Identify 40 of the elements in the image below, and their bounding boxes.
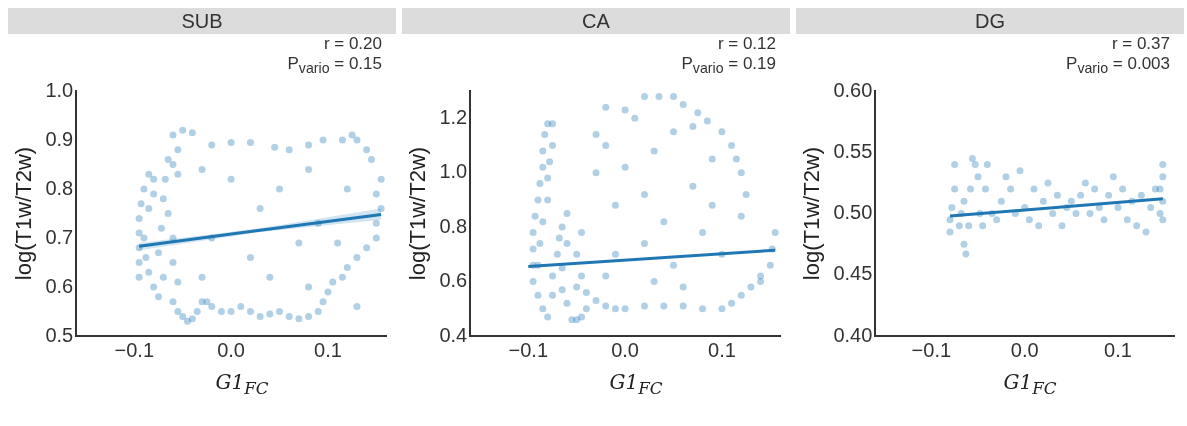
y-axis-title: log(T1w/T2w) (405, 146, 431, 281)
y-tick-label: 1.0 (45, 78, 74, 101)
y-axis-title: log(T1w/T2w) (799, 146, 825, 281)
y-tick-label: 0.45 (833, 262, 873, 285)
y-tick-label: 0.5 (45, 323, 74, 346)
y-tick-label: 0.50 (833, 201, 873, 224)
y-tick-label: 0.8 (439, 214, 468, 237)
y-tick-label: 0.40 (833, 323, 873, 346)
y-tick-label: 0.7 (45, 225, 74, 248)
chart-title: DG (796, 8, 1184, 34)
text: r = 0.20 (322, 34, 382, 54)
y-axis-title: log(T1w/T2w) (11, 146, 37, 281)
y-tick-label: 0.6 (439, 269, 468, 292)
y-tick-label: 0.4 (439, 323, 468, 346)
x-tick-label: −0.1 (508, 338, 549, 361)
y-tick-label: 1.0 (439, 160, 468, 183)
text: r = 0.12 (716, 34, 776, 54)
x-axis-title: G1$_{FC}$ (608, 370, 664, 398)
text: P$_{vario}$ = 0.003 (1065, 54, 1170, 79)
y-tick-label: 0.55 (833, 139, 873, 162)
y-tick-label: 1.2 (439, 105, 468, 128)
x-tick-label: 0.1 (314, 338, 342, 361)
y-tick-label: 0.9 (45, 127, 74, 150)
chart-title: CA (402, 8, 790, 34)
x-tick-label: 0.0 (1010, 338, 1039, 361)
x-axis-title: G1$_{FC}$ (214, 370, 270, 398)
x-tick-label: 0.0 (611, 338, 640, 361)
text: r = 0.37 (1110, 34, 1170, 54)
y-tick-label: 0.60 (833, 78, 873, 101)
y-tick-label: 0.8 (45, 176, 74, 199)
x-tick-label: 0.1 (1104, 338, 1132, 361)
x-tick-label: 0.1 (708, 338, 736, 361)
chart-title: SUB (8, 8, 396, 34)
text: P$_{vario}$ = 0.15 (286, 54, 382, 79)
y-tick-label: 0.6 (45, 274, 74, 297)
text: P$_{vario}$ = 0.19 (680, 54, 776, 79)
x-tick-label: −0.1 (114, 338, 155, 361)
x-tick-label: 0.0 (217, 338, 246, 361)
x-tick-label: −0.1 (911, 338, 952, 361)
x-axis-title: G1$_{FC}$ (1002, 370, 1058, 398)
